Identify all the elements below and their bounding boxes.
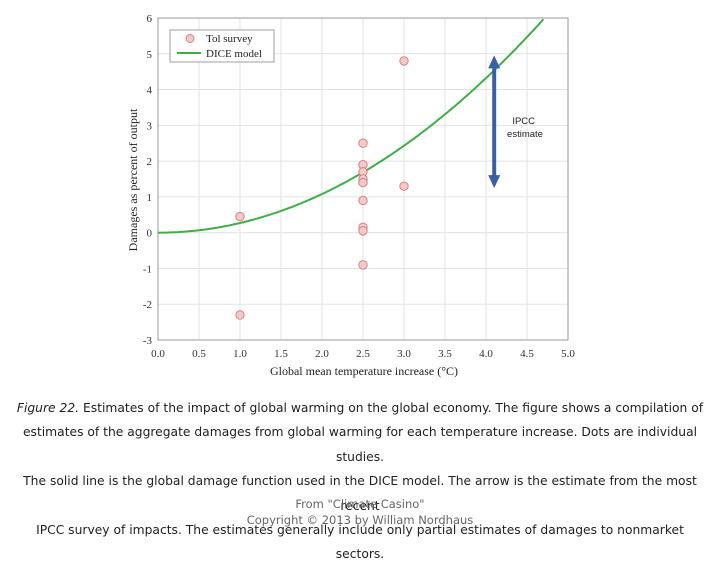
x-tick-label: 5.0 <box>561 348 575 360</box>
survey-point <box>358 138 368 148</box>
survey-point <box>358 226 368 236</box>
survey-point <box>235 310 245 320</box>
ipcc-estimate-label: IPCC estimate <box>507 116 543 140</box>
caption-line-4: IPCC survey of impacts. The estimates ge… <box>36 523 684 562</box>
source-credit: From "Climate Casino" Copyright © 2013 b… <box>0 496 720 528</box>
legend-label-dice-model: DICE model <box>206 48 262 60</box>
legend-marker-tol-survey <box>185 34 195 43</box>
x-tick-label: 1.5 <box>274 348 288 360</box>
x-tick-label: 3.5 <box>438 348 452 360</box>
y-tick-label: 6 <box>147 13 153 25</box>
x-tick-label: 0.0 <box>151 348 165 360</box>
y-tick-label: 2 <box>147 156 153 168</box>
y-tick-label: -1 <box>143 263 152 275</box>
x-tick-label: 2.0 <box>315 348 329 360</box>
x-axis-label: Global mean temperature increase (°C) <box>270 364 458 378</box>
y-tick-label: 0 <box>147 228 153 240</box>
x-tick-label: 1.0 <box>233 348 247 360</box>
caption-line-1: Estimates of the impact of global warmin… <box>79 401 704 415</box>
y-tick-label: 4 <box>147 85 153 97</box>
y-tick-label: -3 <box>143 335 153 347</box>
y-tick-label: 5 <box>147 49 153 61</box>
plot-frame <box>157 17 569 341</box>
chart-legend: Tol survey DICE model <box>169 29 275 63</box>
tol-survey-points <box>235 56 409 320</box>
survey-point <box>358 195 368 206</box>
y-axis-ticks: 6 5 4 3 2 1 0 -1 -2 -3 <box>143 13 153 347</box>
caption-line-3: The solid line is the global damage func… <box>23 474 697 513</box>
x-tick-label: 2.5 <box>356 348 370 360</box>
survey-point <box>358 260 368 270</box>
y-tick-label: -2 <box>143 299 152 311</box>
x-tick-label: 4.0 <box>479 348 493 360</box>
legend-label-tol-survey: Tol survey <box>206 33 253 45</box>
y-axis-label: Damages as percent of output <box>126 108 140 251</box>
y-tick-label: 1 <box>147 192 153 204</box>
credit-line-1: From "Climate Casino" <box>295 497 425 511</box>
y-tick-label: 3 <box>147 120 153 132</box>
x-axis-ticks: 0.0 0.5 1.0 1.5 2.0 2.5 3.0 3.5 4.0 4.5 5.0 <box>151 348 575 360</box>
arrow-head-up <box>488 55 501 69</box>
figure-caption: Figure 22. Estimates of the impact of gl… <box>14 396 706 567</box>
dice-model-curve <box>158 18 545 234</box>
x-tick-label: 4.5 <box>520 348 534 360</box>
x-tick-label: 0.5 <box>192 348 206 360</box>
x-tick-label: 3.0 <box>397 348 411 360</box>
caption-line-2: estimates of the aggregate damages from … <box>22 425 698 464</box>
survey-point <box>235 211 245 222</box>
survey-point <box>399 56 409 66</box>
credit-line-2: Copyright © 2013 by William Nordhaus <box>246 513 474 527</box>
damage-chart: 6 5 4 3 2 1 0 -1 -2 -3 0.0 0.5 1.0 1.5 2.0 2.5 3.0 3.5 4.… <box>126 13 575 378</box>
figure-label: Figure 22. <box>16 401 80 415</box>
survey-point <box>358 177 368 188</box>
ipcc-estimate-arrow <box>488 55 501 189</box>
survey-point <box>399 181 409 191</box>
arrow-head-down <box>488 175 501 189</box>
